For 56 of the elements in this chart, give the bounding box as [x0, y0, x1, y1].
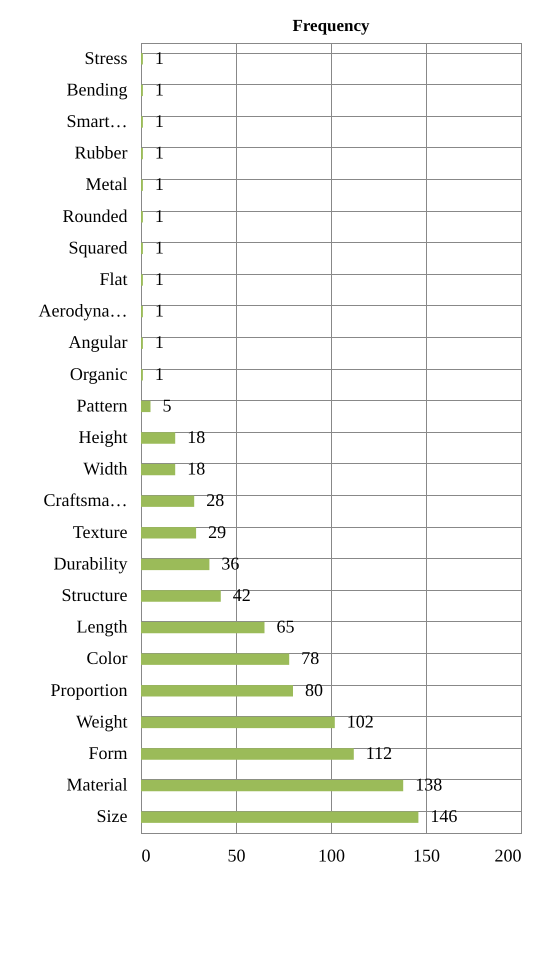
data-label: 138 — [415, 774, 442, 795]
y-tick-label: Craftsma… — [44, 490, 128, 510]
y-tick-label: Texture — [72, 522, 128, 542]
data-label: 1 — [154, 79, 164, 100]
y-tick-label: Metal — [86, 174, 128, 194]
y-tick-label: Material — [66, 774, 128, 795]
y-tick-label: Width — [83, 458, 128, 479]
y-tick-label: Weight — [76, 711, 128, 732]
data-label: 18 — [187, 427, 206, 447]
data-label: 1 — [154, 269, 164, 289]
data-label: 112 — [366, 743, 392, 763]
data-label: 1 — [154, 48, 164, 68]
data-label: 1 — [154, 206, 164, 226]
data-label: 1 — [154, 142, 164, 163]
data-label: 1 — [154, 332, 164, 352]
data-label: 1 — [154, 237, 164, 258]
data-label: 1 — [154, 174, 164, 194]
y-tick-label: Pattern — [76, 395, 128, 416]
data-label: 146 — [430, 806, 458, 826]
data-label: 28 — [206, 490, 224, 510]
y-tick-label: Organic — [70, 364, 128, 384]
y-tick-label: Stress — [84, 48, 128, 68]
y-tick-label: Squared — [68, 237, 128, 258]
y-tick-label: Size — [96, 806, 128, 826]
y-tick-label: Angular — [68, 332, 128, 352]
y-tick-label: Smart… — [66, 111, 128, 131]
y-tick-label: Rounded — [62, 206, 128, 226]
y-tick-label: Form — [88, 743, 128, 763]
data-label: 78 — [301, 648, 320, 668]
y-tick-label: Rubber — [74, 142, 128, 163]
y-tick-label: Bending — [66, 79, 128, 100]
data-label: 42 — [232, 585, 251, 605]
y-tick-label: Aerodyna… — [38, 300, 128, 321]
data-label: 1 — [154, 364, 164, 384]
chart-title: Frequency — [292, 16, 370, 35]
data-label: 29 — [208, 522, 226, 542]
y-tick-label: Length — [76, 616, 128, 637]
y-tick-label: Flat — [99, 269, 128, 289]
y-tick-label: Durability — [54, 553, 128, 574]
data-label: 1 — [154, 300, 164, 321]
y-tick-label: Color — [86, 648, 128, 668]
x-tick-label: 100 — [318, 846, 345, 866]
x-tick-label: 150 — [413, 846, 440, 866]
y-tick-label: Structure — [62, 585, 128, 605]
y-tick-label: Proportion — [50, 680, 128, 700]
data-label: 36 — [221, 553, 240, 574]
data-label: 80 — [305, 680, 323, 700]
x-tick-label: 0 — [142, 846, 150, 866]
x-tick-label: 50 — [228, 846, 246, 866]
x-tick-label: 200 — [494, 846, 522, 866]
data-label: 65 — [276, 616, 294, 637]
data-label: 102 — [346, 711, 374, 732]
data-label: 5 — [162, 395, 172, 416]
y-tick-label: Height — [78, 427, 128, 447]
data-label: 1 — [154, 111, 164, 131]
data-label: 18 — [187, 458, 206, 479]
